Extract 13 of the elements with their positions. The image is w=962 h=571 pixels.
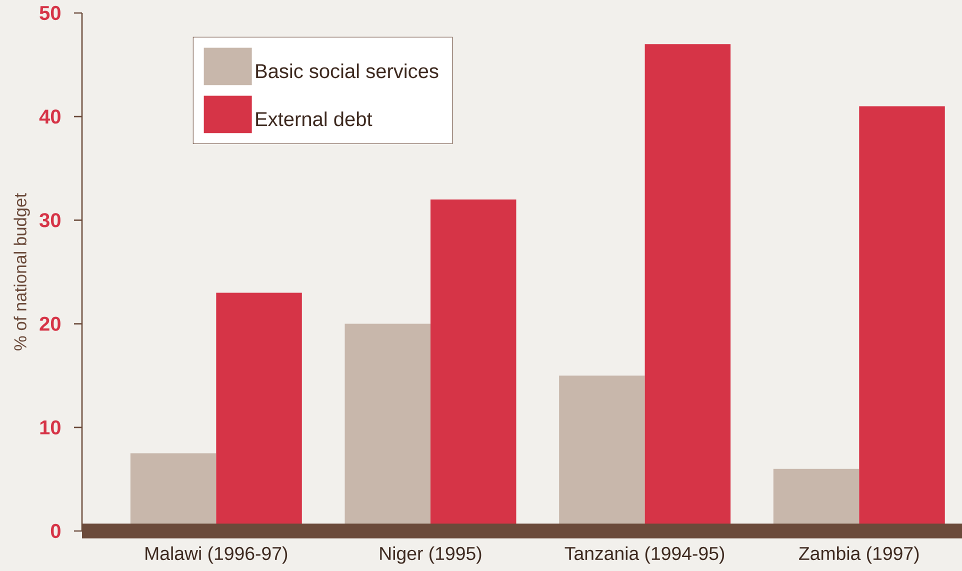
x-tick-label: Zambia (1997) <box>799 546 919 564</box>
y-tick-label: 20 <box>40 316 60 331</box>
y-tick-label: 0 <box>50 524 60 538</box>
y-tick-label: 30 <box>40 213 60 228</box>
legend-label: Basic social services <box>256 64 438 78</box>
x-tick-label: Niger (1995) <box>380 546 482 564</box>
x-tick-label: Malawi (1996-97) <box>146 546 288 564</box>
legend-label: External debt <box>256 112 372 126</box>
y-axis-title: % of national budget <box>14 193 30 350</box>
x-tick-label: Tanzania (1994-95) <box>564 546 724 564</box>
y-tick-label: 40 <box>39 110 60 124</box>
y-tick-label: 10 <box>40 420 60 434</box>
y-tick-label: 50 <box>40 6 60 20</box>
